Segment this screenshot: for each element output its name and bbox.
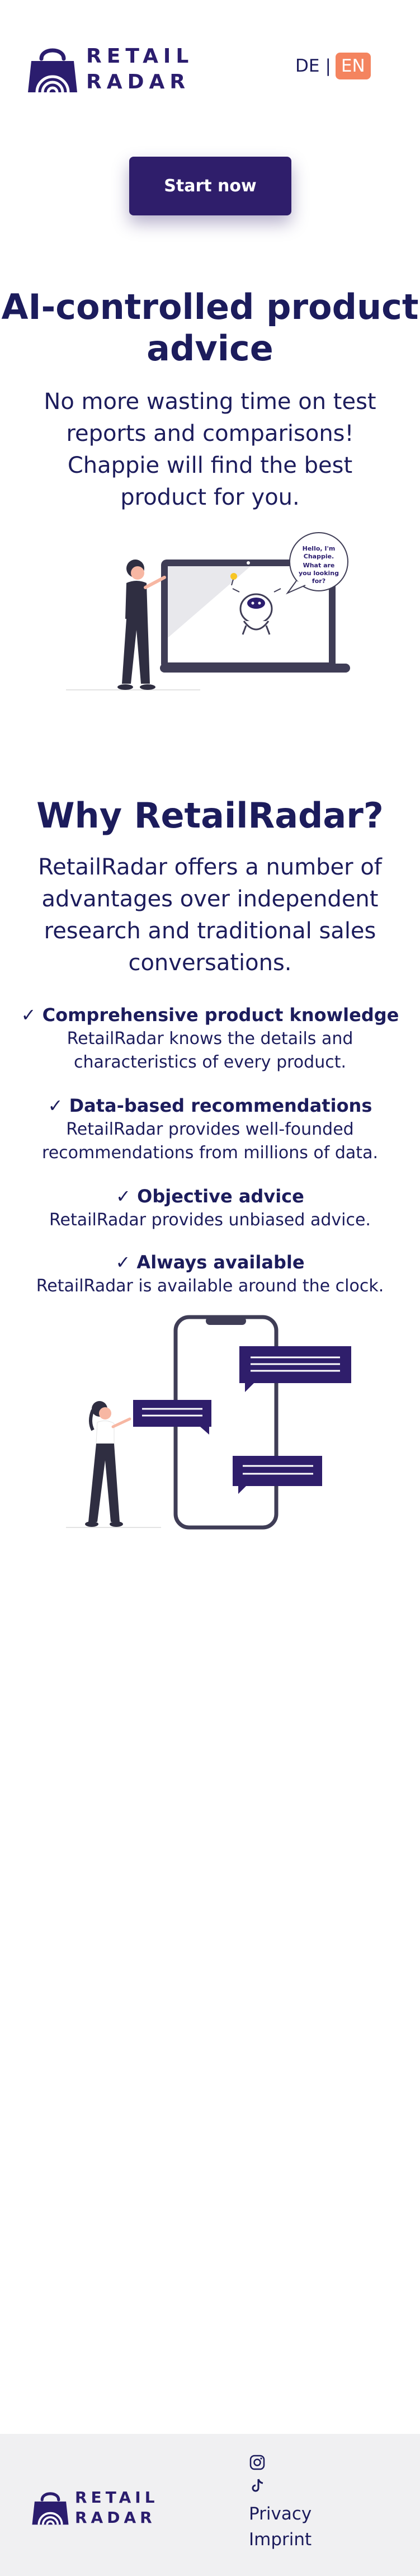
why-title: Why RetailRadar? <box>36 795 384 836</box>
feature-description: RetailRadar knows the details and charac… <box>67 1029 353 1072</box>
privacy-link[interactable]: Privacy <box>249 2504 312 2524</box>
footer-logo-line2: RADAR <box>75 2508 156 2527</box>
feature-title: ✓ Data-based recommendations <box>48 1095 372 1116</box>
footer-links: Privacy Imprint <box>249 2454 312 2553</box>
feature-title: ✓ Objective advice <box>116 1186 304 1207</box>
woman-figure <box>85 1401 131 1527</box>
chat-bubble <box>133 1400 211 1435</box>
why-subtitle: RetailRadar offers a number of advantage… <box>38 854 382 976</box>
footer-logo-text: RETAIL RADAR <box>75 2488 159 2528</box>
feature-item: ✓ Always available RetailRadar is availa… <box>11 1250 409 1298</box>
feature-description: RetailRadar is available around the cloc… <box>36 1276 384 1296</box>
feature-title: ✓ Comprehensive product knowledge <box>21 1004 399 1026</box>
hero-subtitle: No more wasting time on test reports and… <box>44 389 376 510</box>
chat-bubble <box>233 1456 322 1494</box>
feature-item: ✓ Data-based recommendations RetailRadar… <box>11 1093 409 1165</box>
header: RETAIL RADAR DE | EN <box>0 0 420 101</box>
language-switcher: DE | EN <box>293 53 371 79</box>
instagram-icon[interactable] <box>249 2454 266 2471</box>
shopping-bag-radar-icon <box>32 2492 69 2525</box>
feature-description: RetailRadar provides well-founded recomm… <box>42 1120 378 1163</box>
speech-bubble: Hello, I'm Chappie. What are you looking… <box>286 532 348 595</box>
hero-title: AI-controlled product advice <box>1 286 419 369</box>
start-now-button[interactable]: Start now <box>129 157 291 215</box>
woman-figure <box>117 560 166 690</box>
imprint-link[interactable]: Imprint <box>249 2530 312 2550</box>
logo-text-line2: RADAR <box>86 70 191 93</box>
bubble-line5: for? <box>312 577 325 585</box>
footer: RETAIL RADAR Privacy Imprint <box>0 2434 420 2576</box>
bubble-line4: you looking <box>299 570 339 577</box>
feature-description: RetailRadar provides unbiased advice. <box>49 1210 371 1230</box>
feature-item: ✓ Comprehensive product knowledge Retail… <box>11 1003 409 1074</box>
lang-separator: | <box>325 56 331 76</box>
feature-item: ✓ Objective advice RetailRadar provides … <box>11 1184 409 1232</box>
bubble-line1: Hello, I'm <box>303 545 336 552</box>
bubble-line2: Chappie. <box>304 553 334 560</box>
robot-chappie <box>230 573 281 635</box>
lang-de-link[interactable]: DE <box>295 56 320 76</box>
shopping-bag-radar-icon <box>28 48 77 93</box>
lang-en-link[interactable]: EN <box>335 53 371 79</box>
woman-laptop-robot-illustration: Hello, I'm Chappie. What are you looking… <box>66 532 350 690</box>
logo-text: RETAIL RADAR <box>86 44 194 95</box>
logo-text-line1: RETAIL <box>86 45 194 68</box>
logo[interactable]: RETAIL RADAR <box>27 44 194 95</box>
chat-bubble <box>239 1346 351 1392</box>
tiktok-icon[interactable] <box>249 2478 266 2494</box>
feature-title: ✓ Always available <box>115 1252 305 1273</box>
woman-phone-chat-illustration <box>66 1315 351 1530</box>
footer-logo-line1: RETAIL <box>75 2488 159 2507</box>
footer-logo[interactable]: RETAIL RADAR <box>31 2488 159 2528</box>
bubble-line3: What are <box>303 562 335 569</box>
